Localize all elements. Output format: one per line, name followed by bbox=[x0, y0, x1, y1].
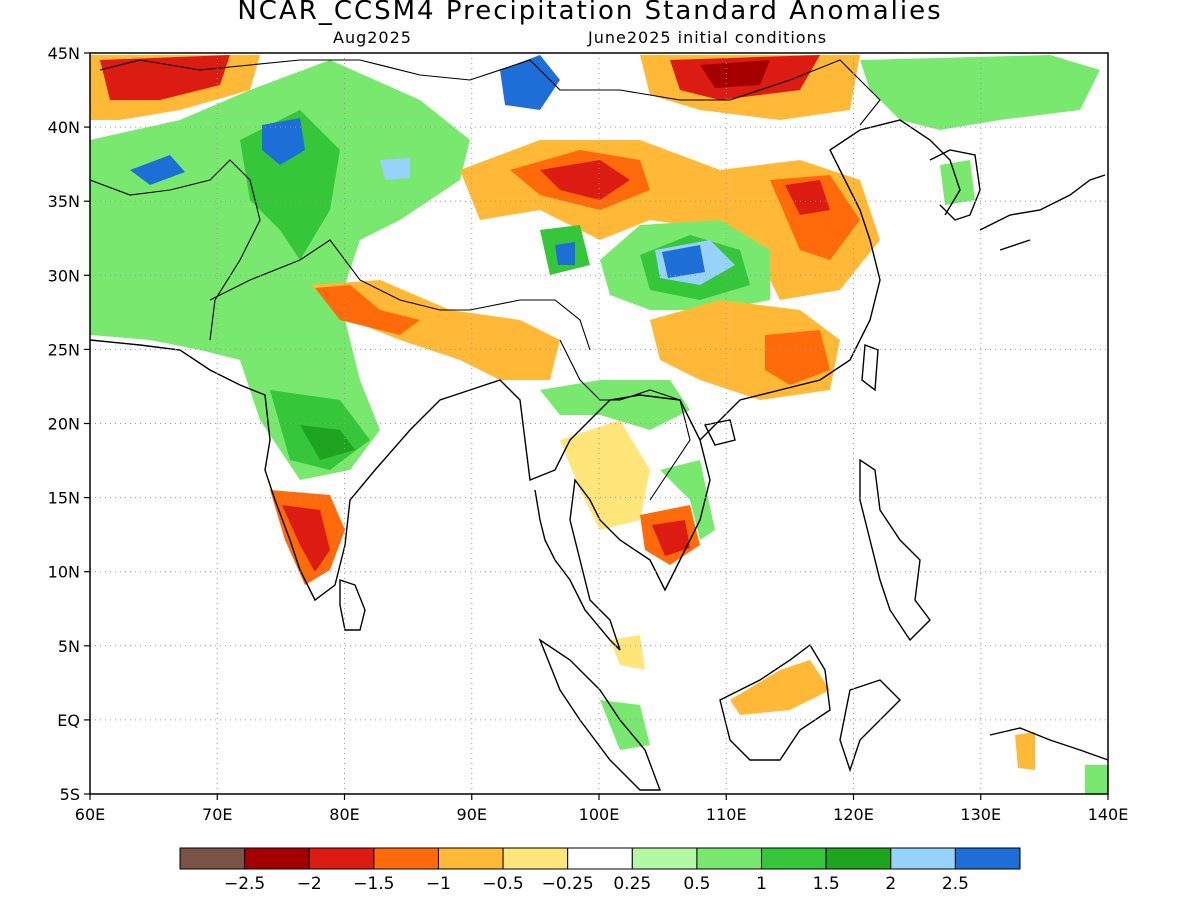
lon-tick-label: 70E bbox=[202, 805, 232, 824]
lat-tick-label: 5N bbox=[58, 637, 80, 656]
wet-region-west bbox=[90, 60, 470, 480]
colorbar-swatch bbox=[179, 847, 246, 870]
wet-region-northeast bbox=[860, 55, 1100, 130]
dry-extreme-china-a bbox=[540, 160, 630, 200]
lon-tick-label: 120E bbox=[833, 805, 874, 824]
coastline-south-asia bbox=[90, 339, 711, 651]
wet-extreme-tibet bbox=[555, 242, 575, 265]
coastline-hainan bbox=[703, 419, 736, 446]
axis-ticks bbox=[84, 52, 1109, 800]
colorbar-swatch bbox=[761, 847, 827, 870]
colorbar-label: 0.5 bbox=[683, 874, 710, 894]
colorbar-label: 0.25 bbox=[613, 874, 651, 894]
coastline-borneo bbox=[719, 643, 831, 761]
coastline-china bbox=[699, 119, 961, 441]
colorbar-label: −1.5 bbox=[353, 874, 394, 894]
colorbar-label: −2 bbox=[297, 874, 322, 894]
dry-extreme-cambodia bbox=[652, 520, 690, 556]
initial-conditions: June2025 initial conditions bbox=[588, 28, 828, 47]
colorbar-label: −2.5 bbox=[224, 874, 265, 894]
coastline-taiwan bbox=[861, 344, 879, 392]
colorbar-swatch bbox=[308, 847, 375, 870]
lat-tick-label: 5S bbox=[60, 785, 80, 804]
colorbar-label: 2 bbox=[885, 874, 896, 894]
colorbar-swatch bbox=[631, 847, 698, 870]
map-title: NCAR_CCSM4 Precipitation Standard Anomal… bbox=[237, 0, 943, 26]
colorbar-labels: −2.5 −2 −1.5 −1 −0.5 −0.25 0.25 0.5 1 1.5 2 2.5 bbox=[224, 874, 969, 894]
lat-tick-label: 30N bbox=[48, 266, 80, 285]
coastline-sri-lanka bbox=[339, 579, 366, 631]
colorbar-swatch bbox=[567, 847, 633, 870]
dry-light-sumatra bbox=[610, 635, 645, 670]
colorbar-label: −0.5 bbox=[482, 874, 523, 894]
colorbar-swatch bbox=[696, 847, 763, 870]
coastline-sumatra bbox=[538, 638, 662, 791]
lat-tick-label: 40N bbox=[48, 118, 80, 137]
border-north bbox=[99, 59, 881, 126]
wet-region-vietnam bbox=[660, 460, 715, 540]
lon-tick-label: 130E bbox=[960, 805, 1001, 824]
lon-tick-label: 90E bbox=[457, 805, 487, 824]
border-himalaya bbox=[209, 239, 591, 351]
coastlines bbox=[90, 59, 1108, 791]
colorbar-swatch bbox=[373, 847, 439, 870]
longitude-labels: 60E 70E 80E 90E 100E 110E 120E 130E 140E bbox=[75, 805, 1129, 824]
colorbar-swatch bbox=[825, 847, 892, 870]
coastline-sulawesi bbox=[839, 679, 901, 773]
lat-tick-label: 25N bbox=[48, 340, 80, 359]
dry-extreme-china-b bbox=[785, 180, 830, 215]
anomaly-shading bbox=[90, 55, 1108, 794]
dry-extreme-mongolia bbox=[700, 60, 770, 88]
colorbar-swatch bbox=[502, 847, 569, 870]
lat-tick-label: 20N bbox=[48, 415, 80, 434]
colorbar-swatch bbox=[244, 847, 310, 870]
coastline-philippines bbox=[859, 458, 931, 642]
wet-extreme-turkmen bbox=[130, 155, 185, 185]
lat-tick-label: EQ bbox=[57, 711, 80, 730]
coastline-newguinea bbox=[989, 727, 1108, 761]
dry-spot-newguinea bbox=[1015, 732, 1035, 770]
colorbar-label: 1.5 bbox=[813, 874, 840, 894]
colorbar-swatch bbox=[437, 847, 504, 870]
dry-core-himalaya bbox=[315, 285, 420, 335]
dry-core-south-china bbox=[765, 330, 830, 385]
forecast-month: Aug2025 bbox=[333, 28, 412, 47]
dry-core-karnataka bbox=[282, 505, 330, 572]
wet-light-blue-pamir bbox=[380, 158, 410, 180]
colorbar-label: 1 bbox=[756, 874, 767, 894]
colorbar-label: 2.5 bbox=[942, 874, 969, 894]
coastline-korea bbox=[929, 149, 981, 221]
colorbar-swatch bbox=[954, 847, 1021, 870]
dry-region-borneo bbox=[730, 660, 830, 715]
lat-tick-label: 45N bbox=[48, 44, 80, 63]
lon-tick-label: 60E bbox=[75, 805, 105, 824]
lat-tick-label: 10N bbox=[48, 563, 80, 582]
wet-region-laos bbox=[540, 380, 690, 430]
latitude-labels: 45N 40N 35N 30N 25N 20N 15N 10N 5N EQ 5S bbox=[48, 44, 80, 804]
lon-tick-label: 110E bbox=[706, 805, 747, 824]
lon-tick-label: 80E bbox=[329, 805, 359, 824]
border-west bbox=[90, 159, 261, 341]
wet-extreme-tarim bbox=[500, 55, 560, 110]
dry-core-kazakh bbox=[100, 55, 230, 100]
colorbar bbox=[179, 847, 1021, 870]
wet-extreme-hindukush bbox=[262, 118, 305, 165]
colorbar-swatch bbox=[890, 847, 956, 870]
colorbar-label: −1 bbox=[426, 874, 451, 894]
lat-tick-label: 35N bbox=[48, 192, 80, 211]
lat-tick-label: 15N bbox=[48, 489, 80, 508]
coastline-japan bbox=[979, 174, 1106, 251]
wet-core-india bbox=[300, 425, 355, 460]
lon-tick-label: 100E bbox=[579, 805, 620, 824]
wet-spot-east bbox=[1085, 765, 1108, 794]
colorbar-label: −0.25 bbox=[542, 874, 594, 894]
border-indochina bbox=[559, 339, 691, 501]
dry-light-indochina bbox=[560, 420, 650, 530]
wet-extreme-sichuan bbox=[662, 245, 705, 278]
graticule bbox=[90, 53, 1108, 794]
lon-tick-label: 140E bbox=[1088, 805, 1129, 824]
